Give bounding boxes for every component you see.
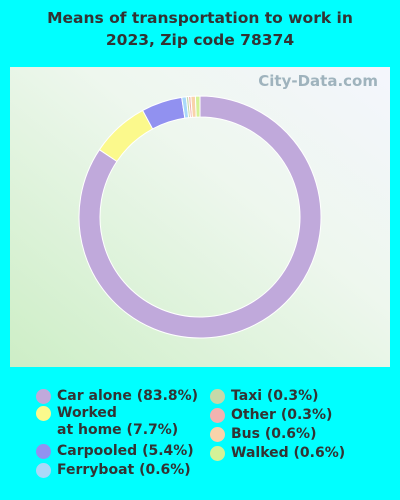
donut-segment (78, 95, 322, 339)
legend-swatch (210, 389, 225, 404)
legend-label: Carpooled (5.4%) (57, 443, 194, 459)
watermark: City-Data.com (258, 72, 378, 90)
legend-label: Other (0.3%) (231, 407, 333, 423)
legend-swatch (210, 427, 225, 442)
legend-label: Ferryboat (0.6%) (57, 462, 191, 478)
legend-swatch (210, 446, 225, 461)
legend-swatch (210, 408, 225, 423)
legend-label: Taxi (0.3%) (231, 388, 319, 404)
donut (78, 95, 322, 339)
legend-swatch (36, 406, 51, 421)
legend-label: Walked (0.6%) (231, 445, 346, 461)
legend-label: Car alone (83.8%) (57, 388, 199, 404)
legend-swatch (36, 389, 51, 404)
chart-title: Means of transportation to work in 2023,… (47, 9, 353, 49)
legend-label: Worked at home (7.7%) (57, 405, 179, 438)
legend-swatch (36, 444, 51, 459)
donut-segment (194, 95, 201, 118)
legend-swatch (36, 463, 51, 478)
legend-label: Bus (0.6%) (231, 426, 317, 442)
